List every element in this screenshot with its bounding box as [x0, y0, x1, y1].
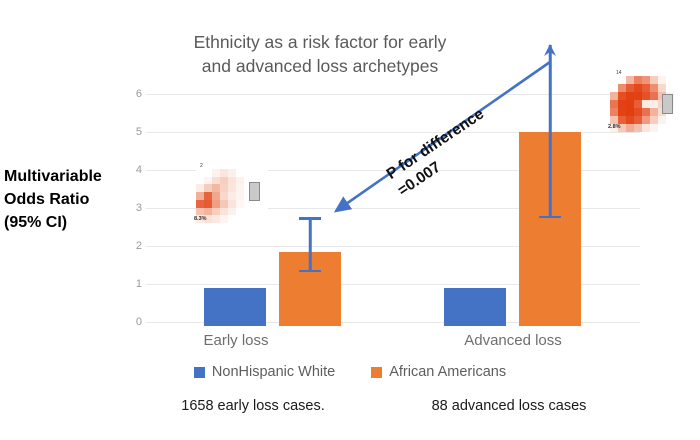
legend-item-nonhispanic-white[interactable]: NonHispanic White: [193, 364, 336, 380]
gridline-6: [146, 94, 640, 95]
legend-label-african-americans: African Americans: [389, 364, 507, 380]
errorbar-stem: [308, 217, 312, 272]
chart-title: Ethnicity as a risk factor for early and…: [193, 32, 447, 76]
bar-advanced-loss-nonhispanic-white: [444, 288, 506, 326]
thumbnail-percent-advanced: 2.8%: [608, 124, 621, 130]
thumbnail-advanced-loss-archetype: 14 2.8%: [598, 62, 694, 146]
y-tick-2: 2: [135, 240, 142, 252]
thumbnail-heatmap-advanced: [610, 76, 682, 132]
legend-item-african-americans[interactable]: African Americans: [371, 364, 506, 380]
y-tick-1: 1: [135, 278, 142, 290]
x-label-early-loss: Early loss: [203, 332, 269, 349]
gridline-0: [146, 322, 640, 323]
thumbnail-number-early: 2: [200, 163, 203, 169]
y-tick-5: 5: [135, 126, 142, 138]
gridline-1: [146, 284, 640, 285]
y-tick-0: 0: [135, 316, 142, 328]
errorbar-advanced-loss-african-americans: [539, 45, 561, 218]
legend-swatch-blue: [193, 366, 205, 378]
x-label-advanced-loss: Advanced loss: [464, 332, 562, 349]
errorbar-cap-bottom: [299, 269, 321, 272]
thumbnail-early-loss-archetype: 2 8.3%: [186, 157, 278, 235]
y-tick-3: 3: [135, 202, 142, 214]
errorbar-cap-bottom: [539, 215, 561, 218]
gridline-2: [146, 246, 640, 247]
errorbar-early-loss-african-americans: [299, 217, 321, 272]
thumbnail-percent-early: 8.3%: [194, 216, 207, 222]
errorbar-stem: [548, 45, 552, 218]
chart-legend: NonHispanic White African Americans: [0, 364, 700, 380]
y-tick-4: 4: [135, 164, 142, 176]
caption-early-loss-cases: 1658 early loss cases.: [181, 398, 325, 414]
bar-early-loss-nonhispanic-white: [204, 288, 266, 326]
legend-label-nonhispanic-white: NonHispanic White: [211, 364, 336, 380]
thumbnail-marker-early: [249, 182, 260, 201]
thumbnail-heatmap-early: [196, 169, 268, 223]
thumbnail-number-advanced: 14: [616, 70, 622, 76]
legend-swatch-orange: [371, 366, 383, 378]
thumbnail-marker-advanced: [662, 94, 673, 114]
caption-advanced-loss-cases: 88 advanced loss cases: [431, 398, 587, 414]
y-tick-6: 6: [135, 88, 142, 100]
y-axis-label: Multivariable Odds Ratio (95% CI): [4, 168, 102, 231]
